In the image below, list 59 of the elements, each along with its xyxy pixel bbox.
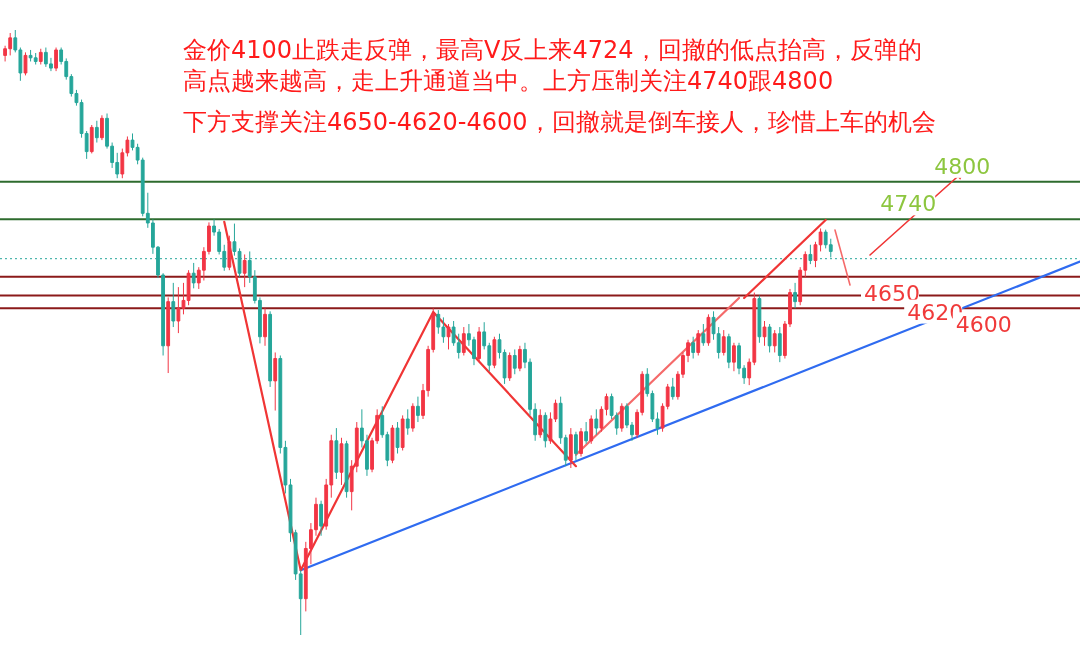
candlestick bbox=[574, 431, 578, 461]
candlestick bbox=[405, 408, 410, 436]
candlestick bbox=[793, 282, 797, 309]
candlestick bbox=[242, 253, 247, 288]
candlestick bbox=[579, 427, 583, 458]
candlestick bbox=[33, 52, 38, 65]
candlestick bbox=[54, 47, 58, 72]
candlestick bbox=[477, 326, 481, 363]
candlestick bbox=[619, 402, 624, 433]
candlestick bbox=[701, 323, 706, 347]
candlestick bbox=[584, 421, 589, 445]
annotation: 高点越来越高，走上升通道当中。上方压制关注4740跟4800 bbox=[183, 67, 834, 95]
candlestick bbox=[538, 408, 543, 439]
candlestick bbox=[507, 351, 512, 382]
candlestick bbox=[721, 329, 726, 356]
candlestick bbox=[767, 323, 772, 353]
candlestick bbox=[691, 336, 696, 360]
candlestick bbox=[395, 421, 400, 454]
candlestick bbox=[89, 124, 94, 154]
candlestick bbox=[696, 329, 701, 356]
candlestick bbox=[263, 307, 267, 347]
candlestick bbox=[390, 424, 395, 464]
candlestick bbox=[273, 351, 278, 412]
candlestick bbox=[339, 437, 344, 486]
candlestick bbox=[543, 411, 548, 448]
candlestick bbox=[319, 500, 323, 537]
candlestick bbox=[512, 348, 517, 375]
candlestick bbox=[344, 440, 349, 499]
candlestick bbox=[492, 336, 497, 369]
candlestick bbox=[410, 402, 415, 433]
candlestick bbox=[334, 427, 339, 480]
candlestick bbox=[416, 396, 420, 423]
candlestick bbox=[400, 414, 405, 451]
candlestick bbox=[171, 282, 176, 328]
candlestick bbox=[568, 427, 573, 469]
annotation: 金价4100止跌走反弹，最高V反上来4724，回撤的低点抬高，反弹的 bbox=[183, 36, 922, 64]
candlestick bbox=[772, 329, 777, 353]
candlestick bbox=[589, 414, 594, 445]
candlestick bbox=[670, 377, 675, 401]
candlestick bbox=[461, 326, 466, 356]
candlestick bbox=[94, 120, 99, 144]
annotation: 下方支撑关注4650-4620-4600，回撤就是倒车接人，珍惜上车的机会 bbox=[183, 108, 936, 136]
candlestick bbox=[706, 313, 711, 347]
candlestick bbox=[726, 333, 731, 369]
candlestick bbox=[23, 51, 28, 76]
candlestick bbox=[227, 235, 232, 271]
candlestick bbox=[762, 320, 767, 347]
candlestick bbox=[808, 244, 813, 265]
candlestick bbox=[100, 114, 104, 141]
candlestick bbox=[268, 310, 273, 388]
candlestick bbox=[517, 345, 522, 372]
candlestick bbox=[38, 48, 43, 65]
candlestick bbox=[594, 408, 599, 436]
candlestick bbox=[166, 296, 171, 374]
candlestick bbox=[732, 342, 736, 372]
candlestick bbox=[777, 326, 782, 363]
candlestick bbox=[446, 323, 451, 350]
candlestick bbox=[191, 262, 196, 289]
candlestick bbox=[757, 295, 762, 344]
